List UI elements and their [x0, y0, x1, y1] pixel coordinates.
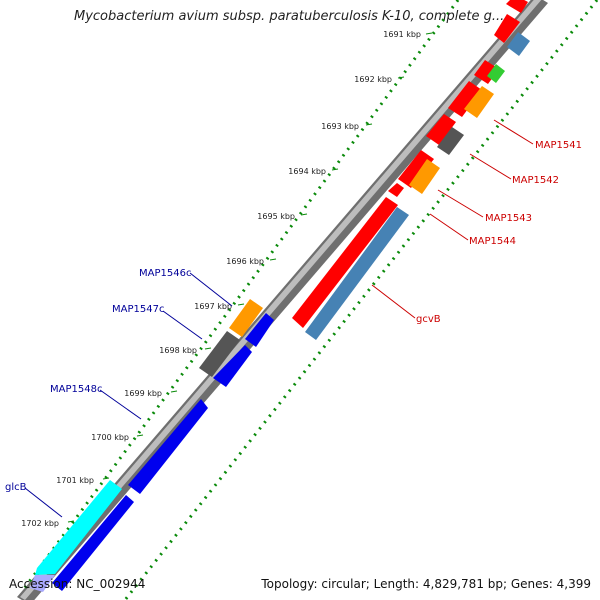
gene-label-map1548c[interactable]: MAP1548c: [50, 384, 102, 395]
tick-label: 1700 kbp: [91, 433, 129, 442]
label-line: [99, 389, 142, 420]
tick-mark: [102, 477, 110, 480]
label-line: [162, 310, 203, 340]
tick-label: 1691 kbp: [383, 30, 421, 39]
accession-text: Accession: NC_002944: [9, 577, 146, 591]
gene-arrow-gray[interactable]: [199, 331, 240, 377]
gene-arrow-red[interactable]: [398, 150, 434, 188]
label-line: [469, 153, 512, 180]
tick-marks: [67, 32, 433, 523]
tick-label: 1694 kbp: [288, 167, 326, 176]
gene-arrow-gray[interactable]: [437, 127, 464, 155]
gene-arrow-blue[interactable]: [128, 399, 208, 494]
gene-arrow-red[interactable]: [448, 81, 482, 117]
tick-label: 1692 kbp: [354, 75, 392, 84]
gene-label-map1541[interactable]: MAP1541: [535, 140, 582, 151]
gene-label-map1547c[interactable]: MAP1547c: [112, 304, 164, 315]
map-title: Mycobacterium avium subsp. paratuberculo…: [74, 9, 505, 24]
gene-arrow-orange[interactable]: [229, 299, 263, 337]
label-line: [437, 189, 484, 218]
tick-mark: [136, 434, 144, 437]
reverse-strand: [30, 299, 274, 592]
tick-mark: [365, 123, 373, 126]
gene-arrow-red[interactable]: [426, 114, 456, 145]
gene-arrow-red[interactable]: [474, 60, 499, 84]
label-line: [24, 487, 63, 518]
tick-label: 1701 kbp: [56, 476, 94, 485]
gene-arrow-red[interactable]: [388, 183, 404, 197]
gene-label-gcvb[interactable]: gcvB: [416, 314, 441, 325]
tick-mark: [237, 303, 245, 306]
tick-track-right: [123, 0, 599, 600]
gene-arrow-red[interactable]: [506, 0, 528, 13]
label-line: [429, 213, 469, 241]
gene-arrow-orange[interactable]: [464, 86, 494, 118]
tick-mark: [397, 76, 405, 79]
gene-arrow-red-gcvB[interactable]: [292, 197, 398, 328]
tick-mark: [425, 32, 433, 35]
gene-label-map1542[interactable]: MAP1542: [512, 175, 559, 186]
tick-mark: [300, 213, 308, 216]
label-line: [493, 119, 534, 145]
label-line: [189, 272, 233, 307]
gene-arrow-blue[interactable]: [52, 495, 134, 591]
tick-label: 1693 kbp: [321, 122, 359, 131]
tick-mark: [331, 168, 339, 171]
gene-arrow-pale: [30, 575, 55, 592]
tick-label: 1702 kbp: [21, 519, 59, 528]
tick-label: 1696 kbp: [226, 257, 264, 266]
gene-arrow-orange[interactable]: [409, 159, 440, 194]
tick-label: 1699 kbp: [124, 389, 162, 398]
gene-arrow-green[interactable]: [487, 64, 505, 83]
gene-label-map1546c[interactable]: MAP1546c: [139, 268, 191, 279]
label-line: [371, 284, 416, 319]
tick-mark: [170, 390, 178, 393]
tick-label: 1695 kbp: [257, 212, 295, 221]
tick-mark: [269, 258, 277, 261]
gene-arrow-steelblue[interactable]: [507, 32, 530, 56]
tick-label: 1698 kbp: [159, 346, 197, 355]
forward-strand: [292, 0, 530, 340]
gene-label-glcb[interactable]: glcB: [5, 482, 27, 493]
gene-arrow-blue[interactable]: [245, 313, 274, 347]
tick-track-left: [21, 0, 460, 591]
tick-mark: [67, 520, 75, 523]
tick-label: 1697 kbp: [194, 302, 232, 311]
gene-arrow-cyan-glcB[interactable]: [35, 480, 122, 575]
gene-arrow-red[interactable]: [494, 14, 520, 43]
topology-text: Topology: circular; Length: 4,829,781 bp…: [261, 577, 591, 591]
gene-arrow-blue[interactable]: [213, 345, 252, 387]
gene-arrow-steelblue[interactable]: [305, 207, 409, 340]
gene-label-map1544[interactable]: MAP1544: [469, 236, 516, 247]
gene-label-map1543[interactable]: MAP1543: [485, 213, 532, 224]
genome-backbone-highlight: [20, 0, 542, 600]
tick-mark: [204, 347, 212, 350]
